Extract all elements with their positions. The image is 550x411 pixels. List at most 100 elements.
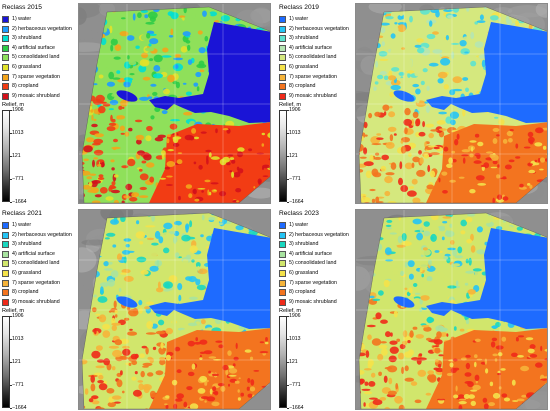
relief-tick-mark [287, 362, 289, 363]
legend-label: 1) water [289, 222, 309, 228]
legend-swatch [279, 298, 286, 306]
legend-swatch [2, 25, 9, 33]
legend-swatch [2, 54, 9, 62]
relief-scale-title: Relief, m [279, 308, 302, 314]
legend-swatch [279, 35, 286, 43]
legend-swatch [2, 83, 9, 91]
relief-scale-title: Relief, m [279, 102, 302, 108]
legend-label: 7) sparse vegetation [12, 73, 60, 80]
legend-label: 8) cropland [289, 289, 316, 296]
legend-swatch [2, 250, 9, 258]
map-frame [355, 209, 548, 410]
legend-swatch [2, 279, 9, 287]
relief-tick-mark [287, 179, 289, 180]
relief-tick-mark [287, 385, 289, 386]
legend-label: 6) grassland [12, 63, 42, 70]
relief-tick-mark [10, 110, 12, 111]
relief-tick-label: 1013 [12, 336, 24, 342]
legend-label: 3) shrubland [289, 241, 319, 248]
legend-label: 9) mosaic shrubland [289, 298, 337, 305]
legend-swatch [2, 241, 9, 249]
legend-label: 2) herbaceous vegetation [12, 231, 72, 238]
legend-swatch [279, 231, 286, 239]
relief-tick-label: 121 [12, 153, 21, 159]
legend-swatch [279, 44, 286, 52]
map-frame [78, 209, 271, 410]
legend-label: 6) grassland [289, 63, 319, 70]
relief-tick-mark [10, 179, 12, 180]
water-body [149, 228, 270, 329]
classification-map [79, 4, 270, 203]
relief-scale-title: Relief, m [2, 102, 25, 108]
relief-tick-label: 1906 [289, 107, 301, 113]
legend-label: 4) artificial surface [12, 250, 55, 257]
relief-tick-label: 121 [289, 359, 298, 365]
relief-tick-mark [287, 156, 289, 157]
relief-tick-mark [287, 110, 289, 111]
relief-colorbar [2, 110, 10, 202]
relief-tick-mark [287, 316, 289, 317]
relief-tick-label: 1013 [289, 130, 301, 136]
legend-label: 1) water [289, 16, 309, 22]
map-frame [355, 3, 548, 204]
legend-swatch [2, 289, 9, 297]
relief-tick-label: −771 [289, 176, 301, 182]
legend-swatch [279, 25, 286, 33]
relief-tick-label: −1664 [289, 199, 304, 205]
relief-tick-label: −771 [12, 176, 24, 182]
relief-tick-label: 121 [289, 153, 298, 159]
legend-label: 3) shrubland [289, 35, 319, 42]
relief-colorbar [279, 110, 287, 202]
relief-tick-label: 1013 [289, 336, 301, 342]
legend-swatch [279, 54, 286, 62]
relief-tick-mark [10, 339, 12, 340]
relief-tick-label: −771 [289, 382, 301, 388]
legend-swatch [2, 16, 9, 23]
legend-label: 7) sparse vegetation [289, 73, 337, 80]
relief-tick-label: 121 [12, 359, 21, 365]
map-panel-2023: Reclass 2023 1) water 2) herbaceous vegeta… [277, 206, 549, 411]
legend-swatch [2, 73, 9, 81]
map-panel-2015: Reclass 2015 1) water 2) herbaceous vegeta… [0, 0, 272, 205]
land-cover-layer [82, 213, 270, 409]
legend-label: 2) herbaceous vegetation [289, 25, 349, 32]
classification-map [356, 210, 547, 409]
relief-tick-mark [10, 385, 12, 386]
legend-label: 1) water [12, 16, 32, 22]
relief-tick-label: 1013 [12, 130, 24, 136]
relief-tick-mark [10, 156, 12, 157]
legend-label: 3) shrubland [12, 35, 42, 42]
legend-label: 2) herbaceous vegetation [289, 231, 349, 238]
relief-tick-label: 1906 [12, 313, 24, 319]
legend-label: 4) artificial surface [289, 44, 332, 51]
legend-swatch [2, 35, 9, 43]
relief-tick-label: 1906 [12, 107, 24, 113]
legend-swatch [279, 16, 286, 23]
legend-label: 4) artificial surface [12, 44, 55, 51]
water-body [149, 22, 270, 123]
relief-tick-mark [10, 202, 12, 203]
legend-label: 6) grassland [12, 269, 42, 276]
legend-label: 9) mosaic shrubland [289, 92, 337, 99]
legend-label: 3) shrubland [12, 241, 42, 248]
relief-scale-title: Relief, m [2, 308, 25, 314]
legend-swatch [279, 279, 286, 287]
legend-swatch [279, 241, 286, 249]
relief-tick-mark [10, 133, 12, 134]
water-body [426, 22, 547, 123]
land-cover-layer [82, 7, 270, 203]
legend-swatch [279, 289, 286, 297]
legend-swatch [279, 222, 286, 229]
legend-label: 2) herbaceous vegetation [12, 25, 72, 32]
relief-tick-label: −1664 [289, 405, 304, 411]
relief-tick-mark [287, 133, 289, 134]
legend-label: 5) consolidated land [289, 260, 337, 267]
legend-label: 5) consolidated land [12, 54, 60, 61]
legend-label: 5) consolidated land [289, 54, 337, 61]
legend-label: 8) cropland [289, 83, 316, 90]
legend-label: 8) cropland [12, 83, 39, 90]
legend-swatch [279, 92, 286, 100]
relief-tick-mark [287, 339, 289, 340]
legend-swatch [2, 298, 9, 306]
legend-label: 8) cropland [12, 289, 39, 296]
